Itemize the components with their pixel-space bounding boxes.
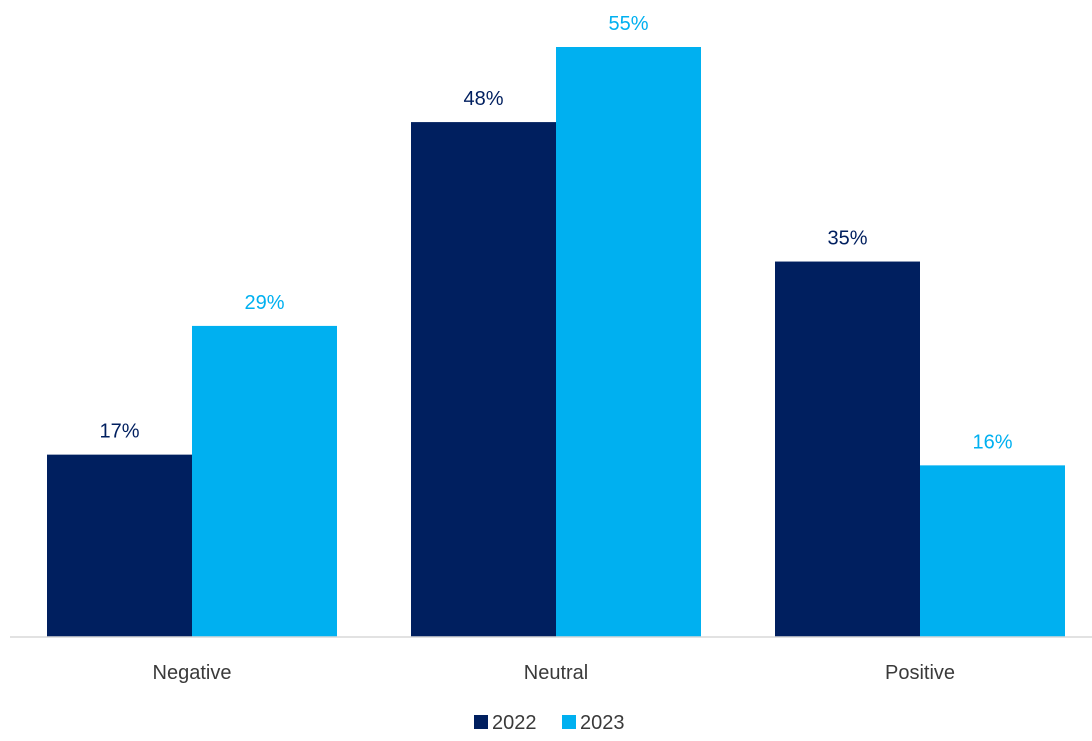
bar-neutral-2023 <box>556 47 701 637</box>
category-label-neutral: Neutral <box>524 662 588 684</box>
category-label-positive: Positive <box>885 662 955 684</box>
data-label-neutral-2022: 48% <box>463 88 503 110</box>
category-labels-group: Negative Neutral Positive <box>153 662 955 684</box>
legend-swatch-2022 <box>474 715 488 729</box>
data-label-negative-2022: 17% <box>99 421 139 443</box>
bar-negative-2022 <box>47 455 192 637</box>
data-label-neutral-2023: 55% <box>608 13 648 35</box>
legend-swatch-2023 <box>562 715 576 729</box>
bar-positive-2023 <box>920 465 1065 637</box>
bar-positive-2022 <box>775 262 920 637</box>
category-label-negative: Negative <box>153 662 232 684</box>
data-label-negative-2023: 29% <box>244 292 284 314</box>
bar-neutral-2022 <box>411 122 556 637</box>
bar-negative-2023 <box>192 326 337 637</box>
legend-label-2023: 2023 <box>580 712 625 734</box>
legend-label-2022: 2022 <box>492 712 537 734</box>
legend: 2022 2023 <box>474 712 625 734</box>
bars-group <box>47 47 1065 637</box>
data-label-positive-2023: 16% <box>972 431 1012 453</box>
data-label-positive-2022: 35% <box>827 228 867 250</box>
